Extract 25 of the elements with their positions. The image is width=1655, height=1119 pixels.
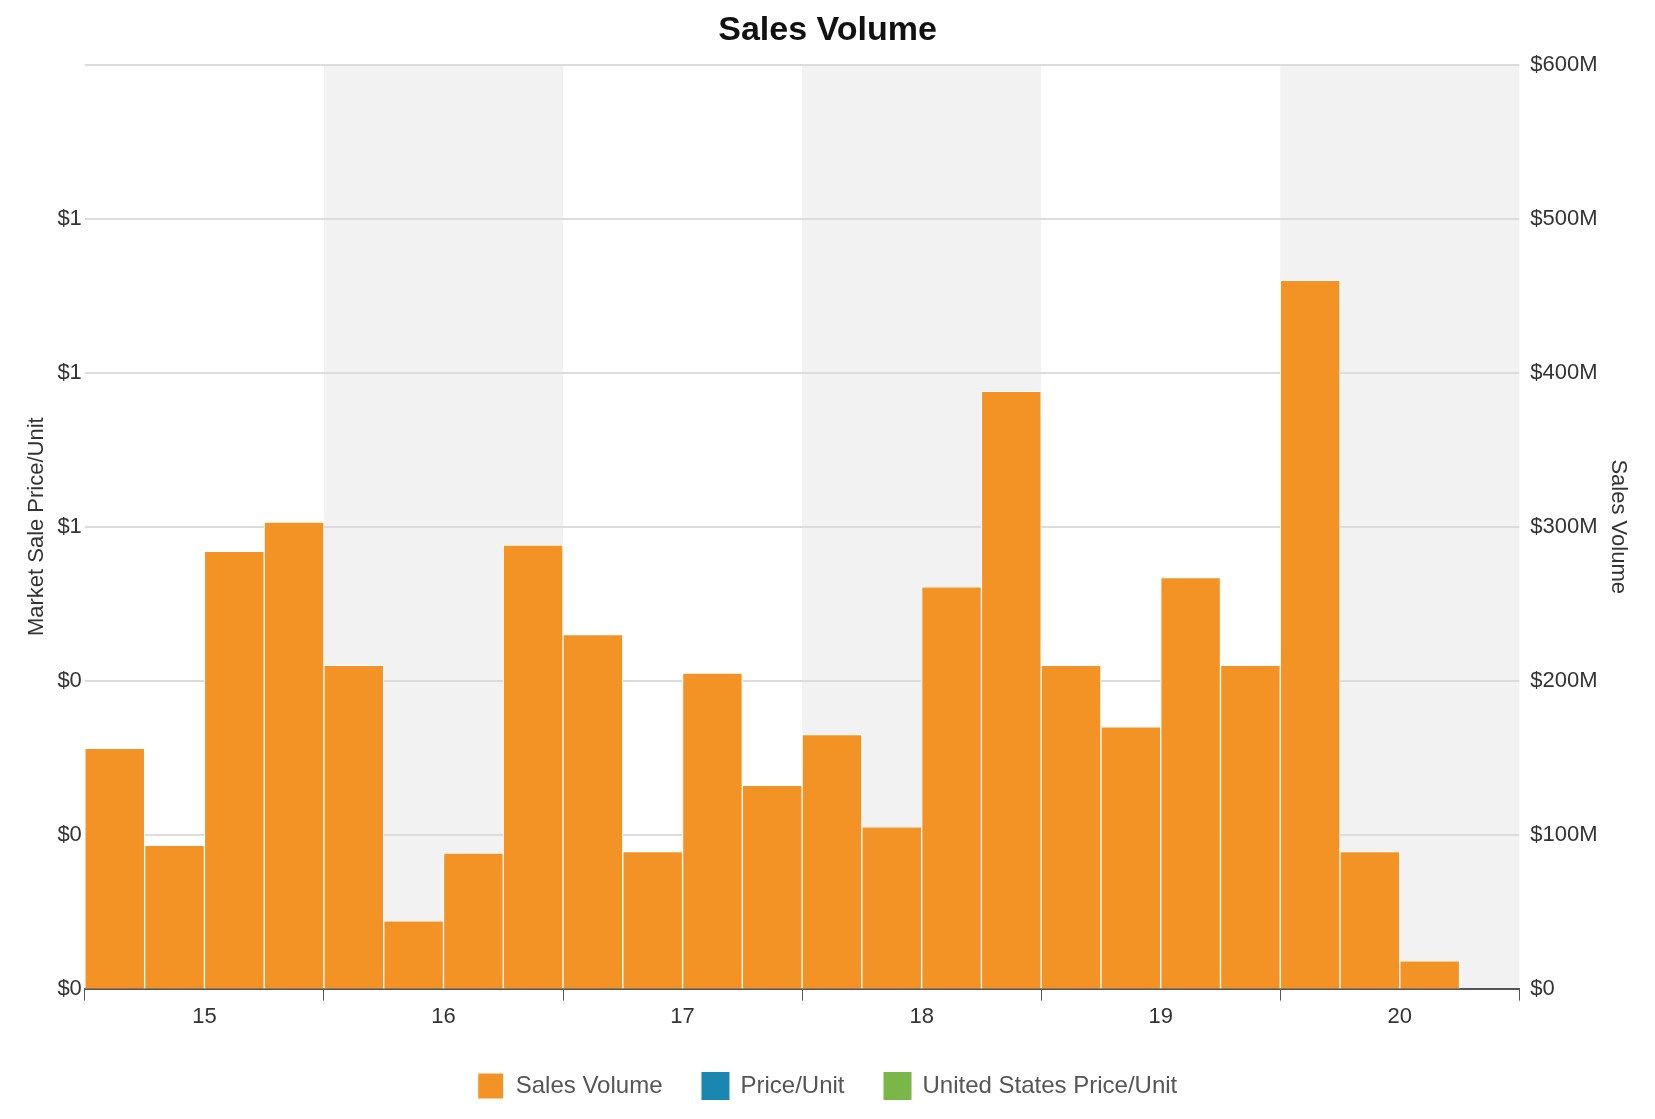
y-tick-label: $0 [57, 666, 82, 692]
x-tick-label: 16 [431, 1002, 456, 1028]
y-axis-title: Market Sale Price/Unit [23, 417, 49, 637]
y2-tick-label: $500M [1530, 204, 1598, 230]
y2-tick-label: $100M [1530, 820, 1598, 846]
y2-tick-label: $0 [1530, 974, 1555, 1000]
legend-label: Price/Unit [740, 1070, 845, 1098]
y-tick-label: $1 [57, 204, 82, 230]
legend-label: Sales Volume [515, 1070, 663, 1098]
y2-tick-label: $300M [1530, 512, 1598, 538]
x-tick-label: 17 [670, 1002, 695, 1028]
y2-axis-title: Sales Volume [1606, 459, 1632, 594]
x-tick-label: 20 [1387, 1002, 1413, 1028]
legend-label: United States Price/Unit [922, 1070, 1178, 1098]
y-tick-label: $0 [57, 974, 82, 1000]
y-tick-label: $0 [57, 820, 82, 846]
y2-tick-label: $400M [1530, 358, 1598, 384]
chart-title: Sales Volume [718, 8, 937, 47]
x-tick-label: 15 [192, 1002, 217, 1028]
y2-tick-label: $200M [1530, 666, 1598, 692]
y-tick-label: $1 [57, 358, 82, 384]
y2-tick-label: $600M [1530, 50, 1598, 76]
x-tick-label: 19 [1148, 1002, 1173, 1028]
y-tick-label: $1 [57, 512, 82, 538]
x-tick-label: 18 [909, 1002, 934, 1028]
